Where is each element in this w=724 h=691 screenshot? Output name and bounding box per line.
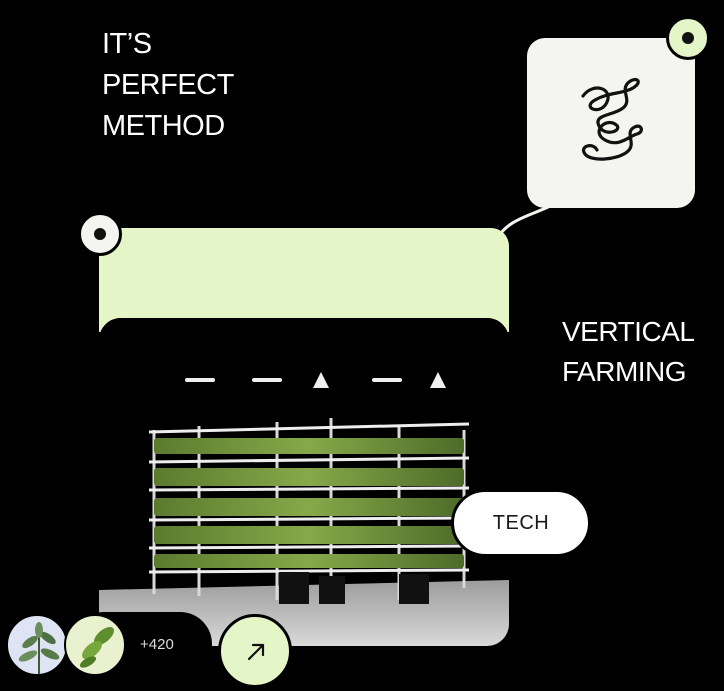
headline-line-1: IT’S xyxy=(102,28,152,60)
side-title: VERTICAL FARMING xyxy=(562,312,722,392)
tech-tag-button[interactable]: TECH xyxy=(451,489,591,557)
follower-count: +420 xyxy=(140,636,174,653)
highlight-card xyxy=(99,228,509,332)
squiggle-logo-icon xyxy=(581,78,643,161)
side-title-line-1: VERTICAL xyxy=(562,316,695,347)
avatar[interactable] xyxy=(64,614,126,676)
ceiling-lamp xyxy=(372,378,402,382)
plant-icon xyxy=(18,622,60,674)
logo-card xyxy=(527,38,695,208)
tech-tag-label: TECH xyxy=(492,511,550,534)
avatar[interactable] xyxy=(6,614,68,676)
side-title-line-2: FARMING xyxy=(562,356,687,387)
headline-line-2: PERFECT xyxy=(102,69,234,101)
headline: IT’S PERFECT METHOD xyxy=(102,24,322,147)
ceiling-lamp xyxy=(252,378,282,382)
ceiling-lamp xyxy=(430,372,446,388)
pin-dot-icon xyxy=(78,212,122,256)
ceiling-lamp xyxy=(313,372,329,388)
leaf-icon xyxy=(79,627,114,668)
open-arrow-button[interactable] xyxy=(218,614,292,688)
pin-dot-icon xyxy=(666,16,710,60)
headline-line-3: METHOD xyxy=(102,110,225,142)
vertical-farm-image xyxy=(99,318,509,646)
ceiling-lamp xyxy=(185,378,215,382)
arrow-up-right-icon xyxy=(247,643,265,661)
farm-shelves-illustration xyxy=(99,318,509,646)
